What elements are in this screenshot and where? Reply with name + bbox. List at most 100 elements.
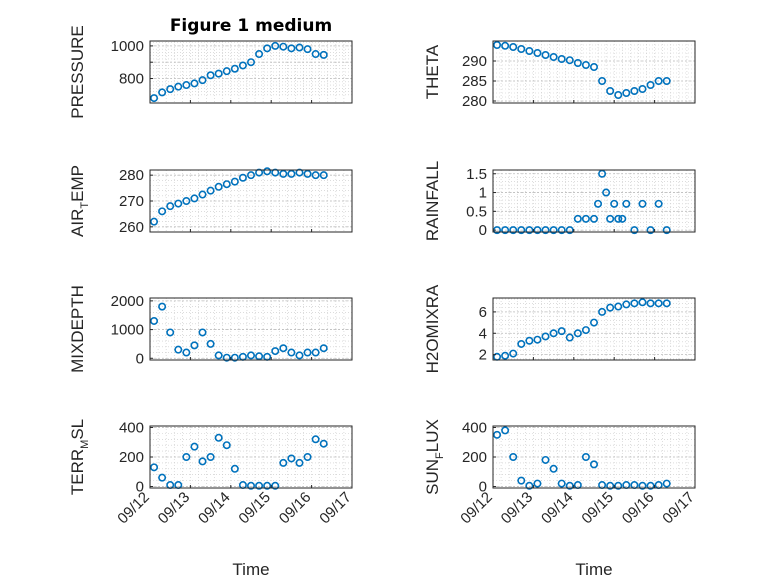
data-point	[295, 168, 304, 177]
data-point	[255, 352, 264, 361]
data-point	[598, 307, 607, 316]
data-point	[565, 481, 574, 490]
y-tick-label: 1.5	[466, 166, 487, 183]
data-point	[549, 52, 558, 61]
data-point	[158, 473, 167, 482]
data-point	[247, 171, 256, 180]
data-point	[319, 50, 328, 59]
data-point	[214, 182, 223, 191]
data-point	[622, 199, 631, 208]
data-point	[581, 452, 590, 461]
y-tick-label: 0.5	[466, 203, 487, 220]
data-point	[501, 226, 510, 235]
axes-frame	[149, 40, 353, 104]
data-point	[150, 217, 159, 226]
data-point	[654, 77, 663, 86]
y-axis-label: TERRMSL	[68, 419, 91, 495]
data-point	[279, 344, 288, 353]
data-point	[247, 58, 256, 67]
y-axis-label: H2OMIXRA	[423, 284, 442, 373]
data-point	[517, 339, 526, 348]
data-point	[214, 433, 223, 442]
data-point	[581, 60, 590, 69]
data-point	[573, 214, 582, 223]
data-point	[618, 214, 627, 223]
subplot-1: 800 1000 PRESSURE	[68, 25, 353, 119]
data-point	[493, 40, 502, 49]
subplot-4: 0 0.51 1.5 RAINFALL	[423, 161, 696, 241]
data-point	[517, 476, 526, 485]
data-point	[230, 64, 239, 73]
data-point	[287, 454, 296, 463]
y-tick-label: 280	[462, 93, 487, 110]
data-point	[598, 169, 607, 178]
y-tick-label: 0	[136, 479, 144, 496]
data-point	[198, 328, 207, 337]
data-point	[638, 85, 647, 94]
data-point	[279, 169, 288, 178]
data-point	[279, 458, 288, 467]
data-point	[198, 190, 207, 199]
data-point	[230, 177, 239, 186]
data-point	[222, 180, 231, 189]
data-point	[581, 326, 590, 335]
data-point	[557, 226, 566, 235]
data-point	[654, 299, 663, 308]
data-point	[614, 481, 623, 490]
figure-title: Figure 1 medium	[170, 16, 332, 36]
data-point	[166, 328, 175, 337]
data-point	[271, 41, 280, 50]
data-point	[509, 226, 518, 235]
y-tick-label: 400	[119, 419, 144, 436]
data-point	[646, 299, 655, 308]
data-point	[662, 226, 671, 235]
data-point	[206, 71, 215, 80]
data-point	[541, 332, 550, 341]
data-point	[646, 81, 655, 90]
data-point	[295, 351, 304, 360]
x-tick-label: 09/13	[155, 489, 194, 528]
data-point	[166, 202, 175, 211]
x-axis-label-left: Time	[232, 560, 269, 579]
data-point	[263, 44, 272, 53]
data-point	[533, 335, 542, 344]
data-point	[247, 351, 256, 360]
y-tick-label: 0	[136, 350, 144, 367]
data-point	[238, 173, 247, 182]
data-point	[525, 46, 534, 55]
axes-frame	[492, 297, 696, 361]
data-point	[654, 199, 663, 208]
data-point	[158, 88, 167, 97]
data-point	[557, 479, 566, 488]
y-tick-label: 200	[119, 449, 144, 466]
data-point	[158, 302, 167, 311]
data-point	[614, 302, 623, 311]
data-point	[630, 226, 639, 235]
data-point	[174, 345, 183, 354]
data-point	[206, 339, 215, 348]
data-point	[303, 45, 312, 54]
data-point	[589, 214, 598, 223]
data-point	[319, 439, 328, 448]
data-point	[271, 481, 280, 490]
y-tick-label: 1000	[111, 38, 144, 55]
data-point	[247, 481, 256, 490]
data-point	[533, 48, 542, 57]
data-point	[638, 298, 647, 307]
data-point	[255, 481, 264, 490]
data-point	[238, 61, 247, 70]
axes-frame	[149, 297, 353, 361]
y-axis-label: SUNFLUX	[423, 419, 446, 495]
data-point	[150, 463, 159, 472]
y-tick-label: 0	[479, 222, 487, 239]
data-point	[287, 169, 296, 178]
y-tick-label: 290	[462, 53, 487, 70]
data-point	[630, 87, 639, 96]
data-point	[662, 77, 671, 86]
data-point	[255, 50, 264, 59]
y-tick-label: 260	[119, 219, 144, 236]
data-point	[182, 452, 191, 461]
data-point	[565, 226, 574, 235]
data-point	[263, 481, 272, 490]
y-tick-label: 270	[119, 193, 144, 210]
